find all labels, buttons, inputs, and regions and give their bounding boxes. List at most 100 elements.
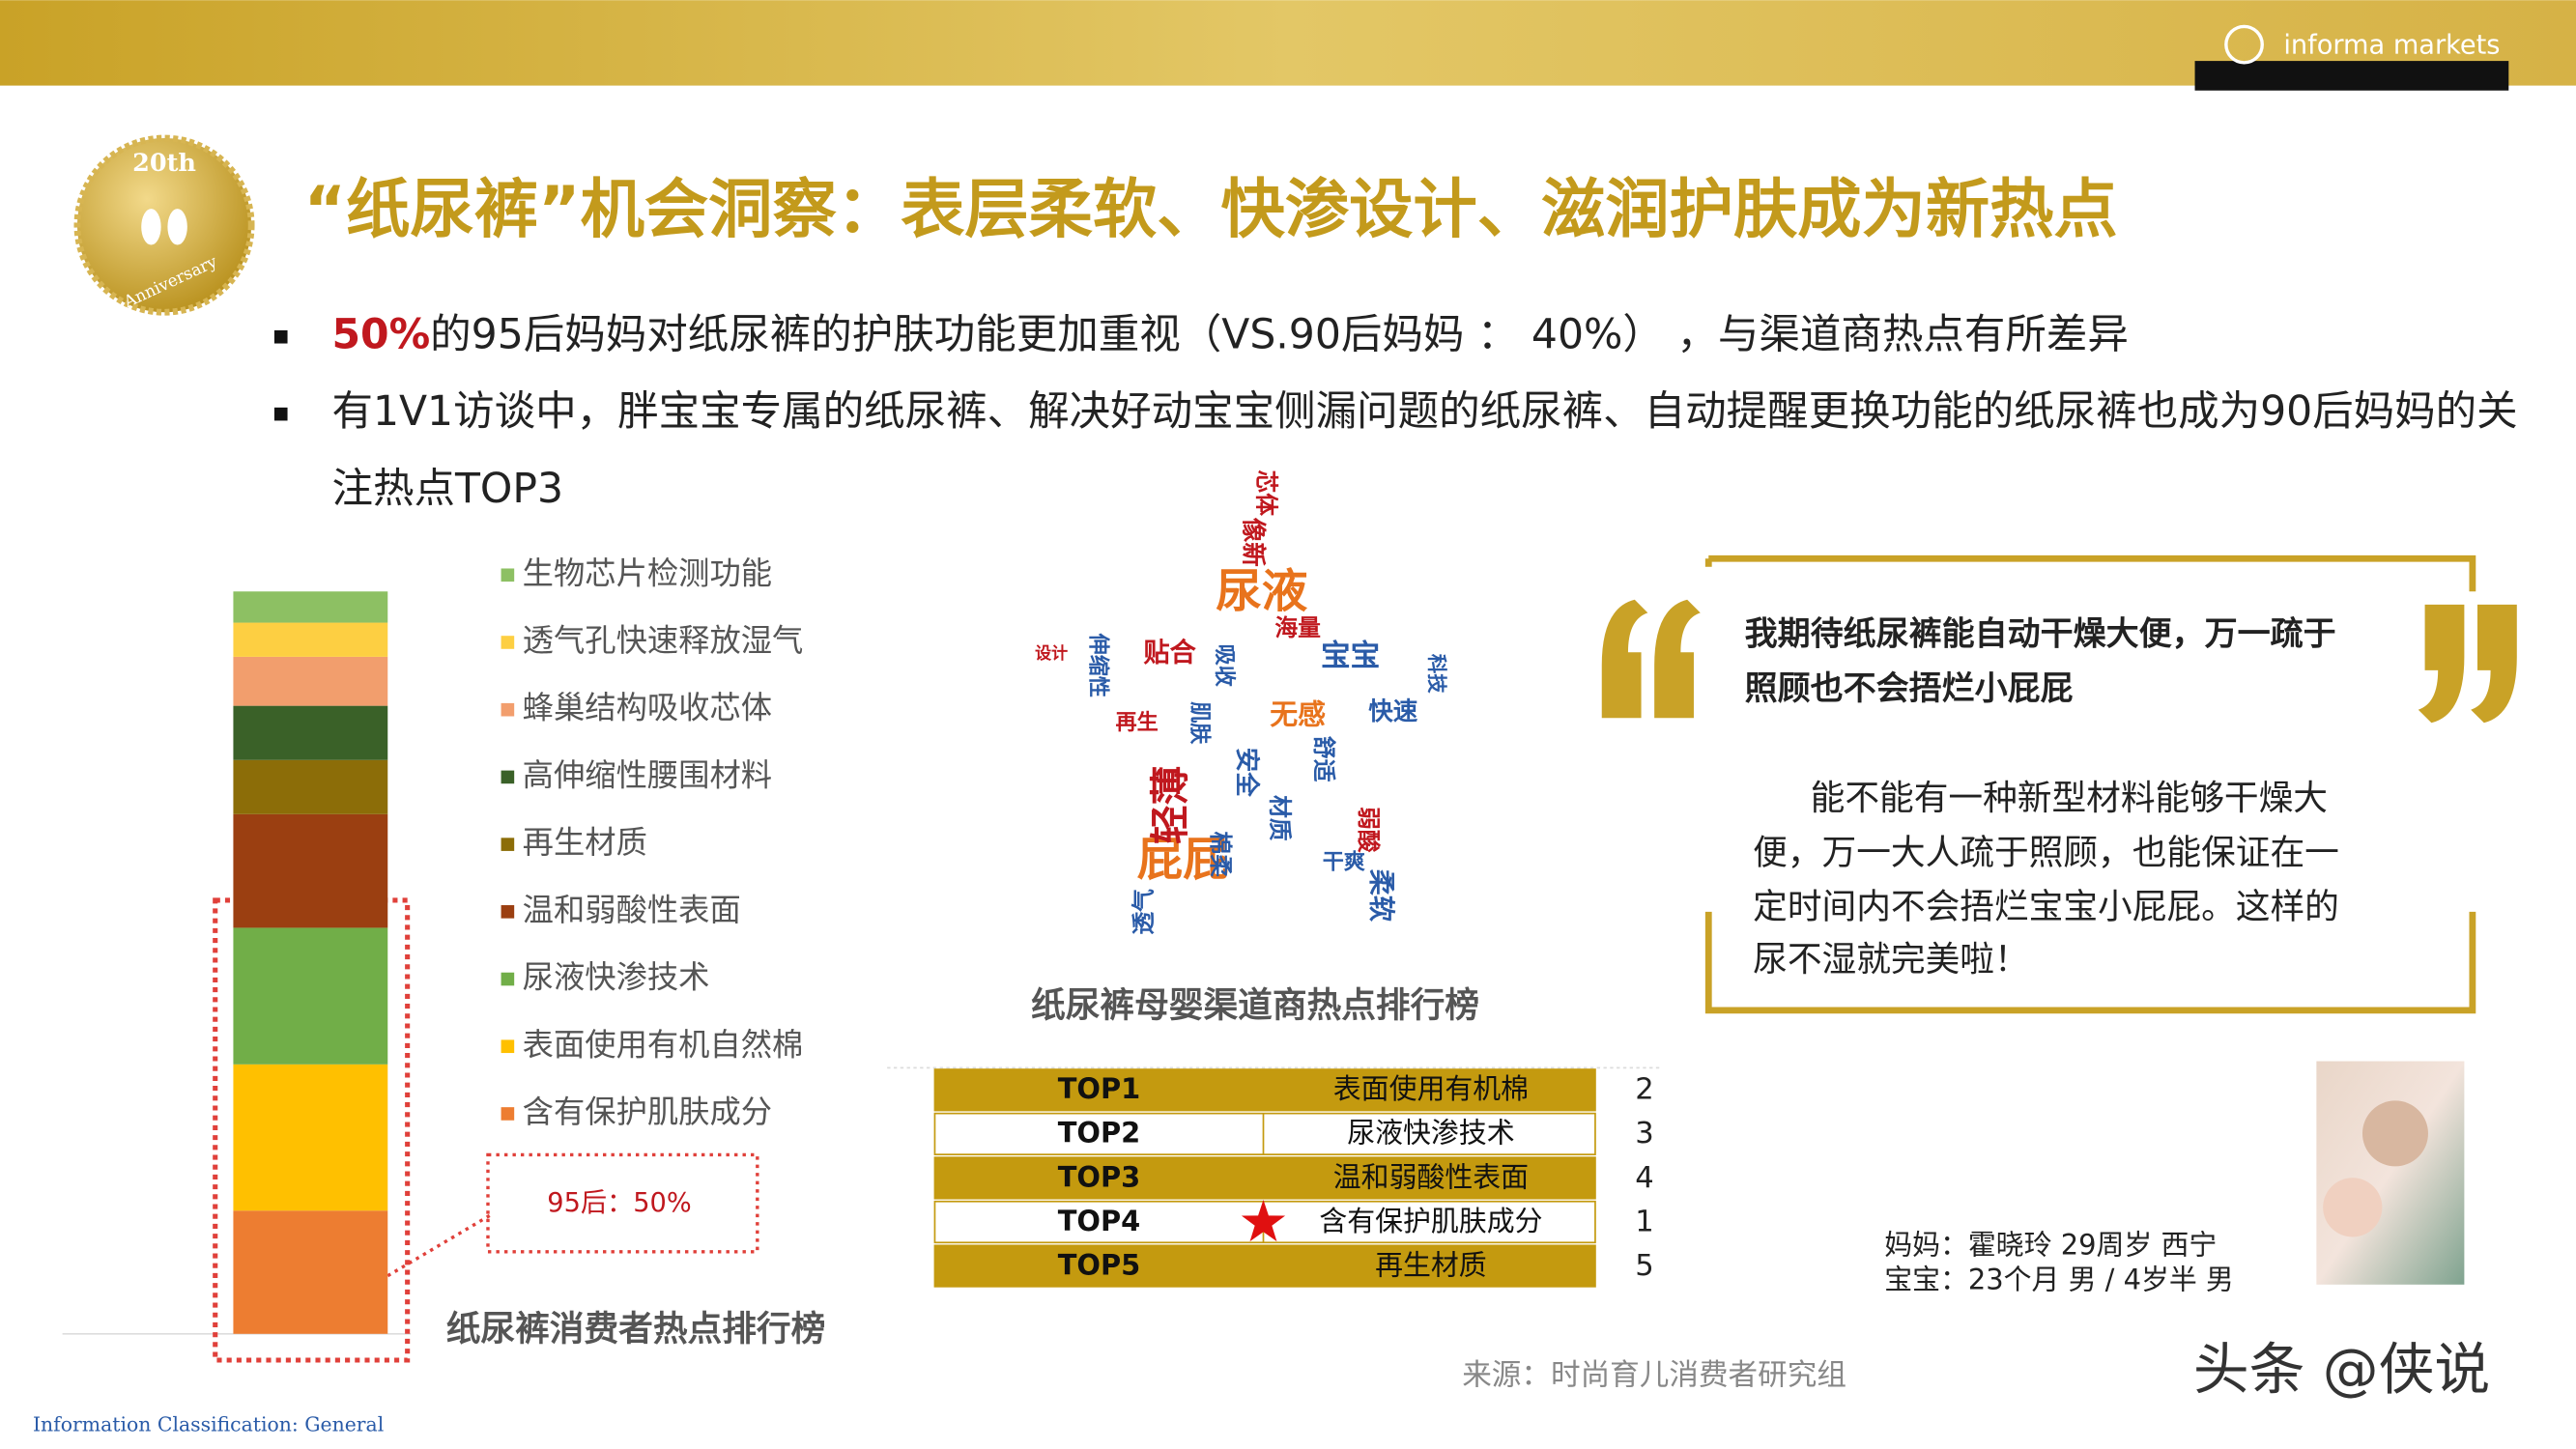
quote-body: 便，万一大人疏于照顾，也能保证在一 <box>1753 833 2339 872</box>
photo-face <box>2361 1100 2428 1167</box>
cloud-word: 肌肤 <box>1188 701 1213 745</box>
table-row <box>933 1244 1596 1288</box>
bullet <box>273 407 288 421</box>
logo-text: informa markets <box>2283 30 2500 60</box>
bullet-text: 有1V1访谈中，胖宝宝专属的纸尿裤、解决好动宝宝侧漏问题的纸尿裤、自动提醒更换功… <box>331 388 2517 436</box>
profile-text: 宝宝：23个月 男 / 4岁半 男 <box>1884 1263 2234 1295</box>
cloud-word: 透气 <box>1131 889 1158 935</box>
bar-segment <box>233 1210 388 1334</box>
legend-label: 高伸缩性腰围材料 <box>523 756 772 793</box>
consumer-rank: 1 <box>1635 1205 1653 1238</box>
feature-label: 尿液快渗技术 <box>1347 1117 1514 1150</box>
cloud-word: 弱酸 <box>1355 807 1382 853</box>
legend-swatch <box>501 770 515 784</box>
chart-title: 纸尿裤消费者热点排行榜 <box>446 1309 826 1349</box>
bullet-text: 50%的95后妈妈对纸尿裤的护肤功能更加重视（VS.90后妈妈 ： 40%） ，… <box>331 311 2128 358</box>
table-row <box>933 1156 1596 1200</box>
quote-body: 能不能有一种新型材料能够干燥大 <box>1811 779 2328 818</box>
legend-label: 温和弱酸性表面 <box>523 892 741 928</box>
bar-segment <box>233 622 388 657</box>
cloud-word: 材质 <box>1266 795 1293 841</box>
cloud-word: 海量 <box>1274 614 1321 641</box>
legend-swatch <box>501 568 515 582</box>
bar-segment <box>233 705 388 760</box>
bar-segment <box>233 591 388 623</box>
logo-bar <box>2194 61 2509 91</box>
cloud-word: 贴合 <box>1143 637 1196 668</box>
legend-swatch <box>501 636 515 649</box>
consumer-rank: 3 <box>1635 1117 1653 1151</box>
callout-box <box>486 1152 759 1254</box>
badge-foot <box>141 209 161 245</box>
cloud-word: 伸缩性 <box>1085 633 1110 697</box>
bullet-rest: 的95后妈妈对纸尿裤的护肤功能更加重视（VS.90后妈妈 ： 40%） ，与渠道… <box>430 311 2129 358</box>
star-icon <box>1241 1200 1286 1242</box>
legend-label: 表面使用有机自然棉 <box>523 1026 804 1063</box>
watermark: 头条 @侠说 <box>2193 1337 2490 1403</box>
header-bar <box>0 0 2576 86</box>
consumer-rank: 4 <box>1635 1161 1653 1195</box>
open-quote <box>1601 599 1701 719</box>
photo-face <box>2323 1178 2383 1237</box>
highlight-box <box>213 897 411 1363</box>
cloud-word: 吸收 <box>1212 644 1237 688</box>
badge-foot <box>167 209 187 245</box>
footer: Information Classification: General <box>33 1413 384 1436</box>
legend-swatch <box>501 1107 515 1121</box>
cloud-word: 舒适 <box>1310 736 1337 782</box>
cloud-word: 轻薄 <box>1147 766 1193 845</box>
legend-swatch <box>501 972 515 986</box>
feature-label: 表面使用有机棉 <box>1333 1072 1529 1105</box>
cloud-word: 干爽 <box>1323 849 1365 874</box>
legend-label: 含有保护肌肤成分 <box>523 1094 772 1130</box>
legend-swatch <box>501 905 515 919</box>
quote-headline: 照顾也不会捂烂小屁屁 <box>1745 669 2074 708</box>
bullet <box>273 329 288 344</box>
quote-body: 尿不湿就完美啦！ <box>1753 940 2029 980</box>
legend-swatch <box>501 838 515 851</box>
cloud-word: 科技 <box>1425 654 1448 694</box>
ranking-table: TOP1 表面使用有机棉 2 TOP2 尿液快渗技术 3 TOP3 温和弱酸性表面 4 TOP4 含… <box>933 1068 1654 1288</box>
legend-swatch <box>501 702 515 717</box>
consumer-rank: 5 <box>1635 1249 1653 1283</box>
logo-icon <box>2224 24 2264 65</box>
source: 来源：时尚育儿消费者研究组 <box>1462 1359 1846 1393</box>
bar-segment <box>233 1064 388 1211</box>
quote-body: 定时间内不会捂烂宝宝小屁屁。这样的 <box>1753 887 2339 926</box>
feature-label: 含有保护肌肤成分 <box>1319 1205 1542 1237</box>
legend-label: 尿液快渗技术 <box>523 959 710 996</box>
legend-label: 再生材质 <box>523 824 647 861</box>
cloud-word: 宝宝 <box>1321 639 1380 673</box>
cloud-word: 屁屁 <box>1137 834 1229 887</box>
rank-label: TOP2 <box>1058 1117 1141 1150</box>
cloud-word: 芯体 <box>1253 469 1280 516</box>
rank-label: TOP4 <box>1058 1205 1141 1237</box>
rank-label: TOP5 <box>1058 1248 1141 1281</box>
cloud-word: 尿液 <box>1216 566 1308 619</box>
bar-segment <box>233 656 388 706</box>
cloud-word: 像新 <box>1239 518 1268 567</box>
cloud-title: 纸尿裤母婴渠道商热点排行榜 <box>1031 985 1479 1025</box>
feature-label: 再生材质 <box>1375 1248 1487 1281</box>
cloud-word: 快速 <box>1368 697 1417 726</box>
bar-segment <box>233 813 388 928</box>
consumer-rank: 2 <box>1635 1073 1653 1107</box>
legend-swatch <box>501 1039 515 1054</box>
close-quote <box>2418 604 2517 724</box>
badge <box>73 134 255 316</box>
legend-label: 生物芯片检测功能 <box>523 554 772 591</box>
badge-year: 20th <box>132 149 196 178</box>
cloud-word: 安全 <box>1232 748 1261 797</box>
table-row <box>933 1112 1596 1155</box>
cloud-word: 再生 <box>1115 710 1158 735</box>
bar-segment <box>233 927 388 1065</box>
cloud-word: 柔软 <box>1366 869 1396 923</box>
bullet-text: 注热点TOP3 <box>331 466 563 513</box>
callout-text: 95后：50% <box>547 1188 691 1218</box>
bar-segment <box>233 759 388 814</box>
profile-photo <box>2316 1061 2465 1285</box>
table-row <box>933 1068 1596 1112</box>
